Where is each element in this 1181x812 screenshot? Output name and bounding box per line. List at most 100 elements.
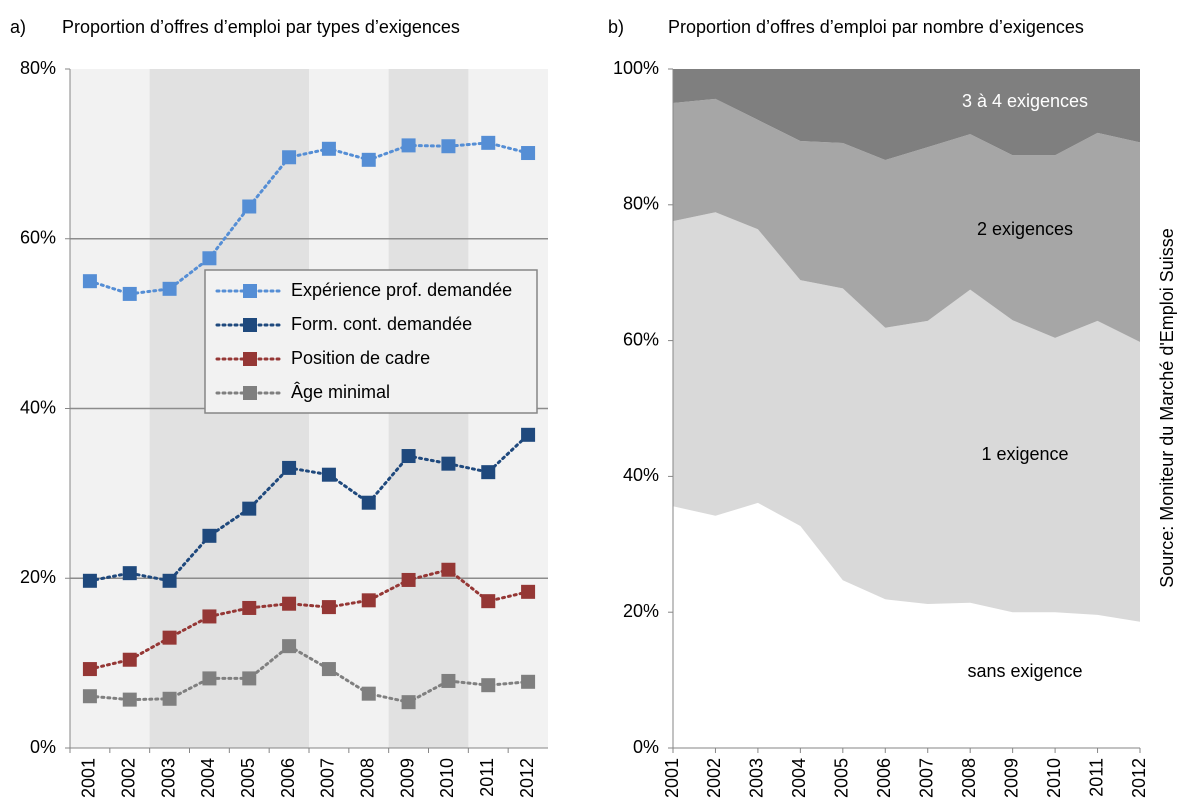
data-point [162, 630, 177, 645]
data-point [202, 251, 217, 266]
data-point [282, 639, 297, 654]
x-tick-label: 2006 [278, 758, 298, 798]
data-point [321, 600, 336, 615]
data-point [242, 199, 257, 214]
x-tick-label: 2010 [1044, 758, 1064, 798]
data-point [441, 456, 456, 471]
data-point [401, 572, 416, 587]
area-label: 1 exigence [981, 444, 1068, 464]
x-tick-label: 2001 [79, 758, 99, 798]
source-note: Source: Moniteur du Marché d'Emploi Suis… [1157, 228, 1177, 588]
panel-label: b) [608, 17, 624, 37]
y-tick-label: 100% [613, 58, 659, 78]
data-point [361, 495, 376, 510]
chart-title: Proportion d’offres d’emploi par types d… [62, 17, 460, 37]
y-tick-label: 0% [633, 737, 659, 757]
data-point [401, 449, 416, 464]
chart-title: Proportion d’offres d’emploi par nombre … [668, 17, 1084, 37]
x-tick-label: 2012 [1129, 758, 1149, 798]
x-tick-label: 2011 [1086, 758, 1106, 797]
legend-marker [243, 352, 257, 366]
data-point [481, 594, 496, 609]
data-point [321, 141, 336, 156]
data-point [481, 135, 496, 150]
data-point [202, 528, 217, 543]
data-point [521, 674, 536, 689]
y-tick-label: 40% [623, 465, 659, 485]
area [673, 69, 1140, 160]
x-tick-label: 2002 [704, 758, 724, 798]
x-tick-label: 2012 [517, 758, 537, 798]
y-tick-label: 80% [20, 58, 56, 78]
data-point [361, 686, 376, 701]
x-tick-label: 2004 [789, 758, 809, 798]
y-tick-label: 40% [20, 397, 56, 417]
data-point [82, 662, 97, 677]
x-tick-label: 2001 [662, 758, 682, 798]
data-point [122, 566, 137, 581]
area [673, 98, 1140, 342]
data-point [122, 692, 137, 707]
x-tick-label: 2003 [747, 758, 767, 798]
legend-label: Form. cont. demandée [291, 314, 472, 334]
area-label: sans exigence [967, 661, 1082, 681]
data-point [282, 596, 297, 611]
area-label: 2 exigences [977, 219, 1073, 239]
data-point [122, 286, 137, 301]
x-tick-label: 2011 [477, 758, 497, 797]
x-tick-label: 2007 [318, 758, 338, 798]
data-point [202, 609, 217, 624]
area-label: 3 à 4 exigences [962, 91, 1088, 111]
data-point [441, 673, 456, 688]
area [673, 502, 1140, 748]
data-point [401, 138, 416, 153]
data-point [321, 662, 336, 677]
x-tick-label: 2003 [158, 758, 178, 798]
data-point [82, 573, 97, 588]
x-tick-label: 2006 [874, 758, 894, 798]
data-point [282, 460, 297, 475]
data-point [361, 152, 376, 167]
data-point [82, 274, 97, 289]
panel-label: a) [10, 17, 26, 37]
y-tick-label: 20% [20, 567, 56, 587]
legend-marker [243, 386, 257, 400]
y-tick-label: 60% [623, 329, 659, 349]
x-tick-label: 2002 [119, 758, 139, 798]
data-point [361, 593, 376, 608]
x-tick-label: 2008 [358, 758, 378, 798]
data-point [162, 691, 177, 706]
legend-label: Expérience prof. demandée [291, 280, 512, 300]
legend-box [204, 269, 538, 414]
x-tick-label: 2005 [238, 758, 258, 798]
x-tick-label: 2004 [198, 758, 218, 798]
data-point [521, 146, 536, 161]
y-tick-label: 80% [623, 194, 659, 214]
area [673, 212, 1140, 622]
x-tick-label: 2005 [832, 758, 852, 798]
data-point [162, 281, 177, 296]
y-tick-label: 60% [20, 228, 56, 248]
data-point [82, 689, 97, 704]
legend-label: Position de cadre [291, 348, 430, 368]
x-tick-label: 2008 [959, 758, 979, 798]
x-tick-label: 2007 [916, 758, 936, 798]
x-tick-label: 2009 [1001, 758, 1021, 798]
data-point [321, 467, 336, 482]
data-point [242, 600, 257, 615]
legend-marker [243, 284, 257, 298]
legend-label: Âge minimal [291, 382, 390, 402]
data-point [162, 573, 177, 588]
data-point [122, 652, 137, 667]
data-point [481, 465, 496, 480]
data-point [481, 678, 496, 693]
data-point [242, 671, 257, 686]
data-point [282, 150, 297, 165]
y-tick-label: 0% [30, 737, 56, 757]
data-point [521, 584, 536, 599]
x-tick-label: 2010 [437, 758, 457, 798]
y-tick-label: 20% [623, 601, 659, 621]
x-tick-label: 2009 [397, 758, 417, 798]
data-point [202, 671, 217, 686]
